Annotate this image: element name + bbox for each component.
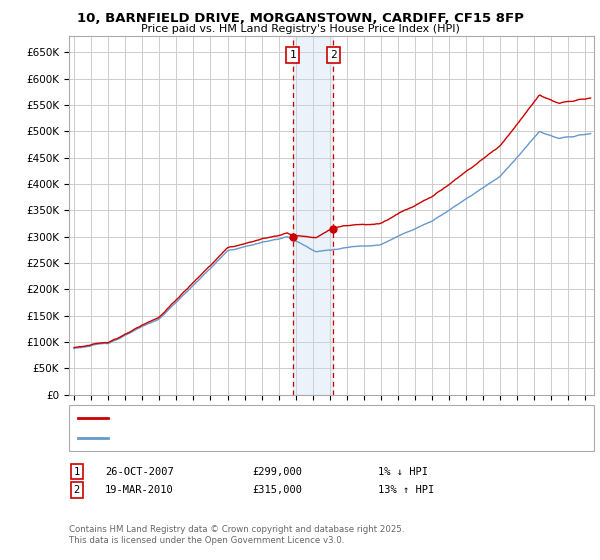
Text: £299,000: £299,000 xyxy=(252,466,302,477)
Bar xyxy=(293,36,334,395)
Text: 1% ↓ HPI: 1% ↓ HPI xyxy=(378,466,428,477)
Text: 2: 2 xyxy=(74,485,80,495)
Text: £315,000: £315,000 xyxy=(252,485,302,495)
Text: 2: 2 xyxy=(330,50,337,60)
Text: Price paid vs. HM Land Registry's House Price Index (HPI): Price paid vs. HM Land Registry's House … xyxy=(140,24,460,34)
Text: Contains HM Land Registry data © Crown copyright and database right 2025.
This d: Contains HM Land Registry data © Crown c… xyxy=(69,525,404,545)
Text: 13% ↑ HPI: 13% ↑ HPI xyxy=(378,485,434,495)
Text: HPI: Average price, detached house, Cardiff: HPI: Average price, detached house, Card… xyxy=(114,433,327,443)
Text: 1: 1 xyxy=(289,50,296,60)
Text: 10, BARNFIELD DRIVE, MORGANSTOWN, CARDIFF, CF15 8FP (detached house): 10, BARNFIELD DRIVE, MORGANSTOWN, CARDIF… xyxy=(114,413,498,423)
Text: 19-MAR-2010: 19-MAR-2010 xyxy=(105,485,174,495)
Text: 10, BARNFIELD DRIVE, MORGANSTOWN, CARDIFF, CF15 8FP: 10, BARNFIELD DRIVE, MORGANSTOWN, CARDIF… xyxy=(77,12,523,25)
Text: 26-OCT-2007: 26-OCT-2007 xyxy=(105,466,174,477)
Text: 1: 1 xyxy=(74,466,80,477)
